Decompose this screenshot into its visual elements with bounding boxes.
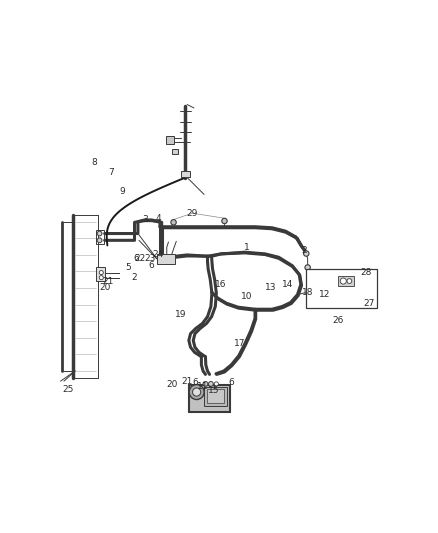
Circle shape bbox=[171, 220, 176, 225]
Text: 3: 3 bbox=[142, 215, 148, 224]
Text: 20: 20 bbox=[166, 380, 177, 389]
Text: 21: 21 bbox=[102, 277, 114, 286]
Text: 20: 20 bbox=[99, 284, 110, 292]
Text: 28: 28 bbox=[360, 268, 372, 277]
Circle shape bbox=[305, 265, 311, 270]
Bar bbox=[166, 136, 173, 143]
Bar bbox=[156, 254, 175, 264]
Text: 5: 5 bbox=[125, 263, 131, 272]
Bar bbox=[189, 385, 230, 411]
Bar bbox=[204, 387, 227, 406]
Circle shape bbox=[99, 271, 103, 274]
Bar bbox=[96, 268, 105, 281]
Text: 4: 4 bbox=[155, 214, 161, 223]
Bar bbox=[338, 276, 354, 286]
Circle shape bbox=[208, 382, 213, 386]
Circle shape bbox=[222, 218, 227, 224]
Text: 1: 1 bbox=[244, 243, 249, 252]
Bar bbox=[96, 230, 104, 244]
Text: 2: 2 bbox=[301, 246, 307, 255]
Circle shape bbox=[214, 382, 219, 386]
Text: 23: 23 bbox=[144, 254, 155, 263]
Circle shape bbox=[97, 238, 102, 243]
Text: 19: 19 bbox=[175, 311, 186, 319]
Bar bbox=[172, 149, 178, 154]
Circle shape bbox=[304, 251, 309, 256]
Text: 8: 8 bbox=[91, 158, 97, 167]
Circle shape bbox=[316, 286, 320, 290]
Bar bbox=[181, 171, 190, 177]
Text: 6: 6 bbox=[228, 378, 234, 387]
Text: 25: 25 bbox=[63, 385, 74, 394]
Text: 6: 6 bbox=[193, 378, 198, 387]
Text: 13: 13 bbox=[265, 284, 276, 292]
Text: 6: 6 bbox=[148, 261, 154, 270]
Text: 2: 2 bbox=[132, 273, 138, 282]
Text: 9: 9 bbox=[120, 187, 126, 196]
Text: 15: 15 bbox=[208, 385, 219, 394]
Text: 16: 16 bbox=[215, 280, 227, 289]
Circle shape bbox=[340, 278, 346, 284]
Circle shape bbox=[203, 382, 208, 386]
Text: 14: 14 bbox=[282, 280, 293, 289]
Text: 29: 29 bbox=[187, 208, 198, 217]
Text: 18: 18 bbox=[302, 288, 314, 297]
Text: 22: 22 bbox=[134, 254, 145, 263]
Circle shape bbox=[189, 385, 204, 400]
Text: 17: 17 bbox=[234, 340, 246, 349]
Bar bbox=[306, 269, 377, 308]
Text: 10: 10 bbox=[241, 292, 252, 301]
Text: 24: 24 bbox=[153, 251, 164, 260]
Circle shape bbox=[311, 290, 315, 294]
Circle shape bbox=[193, 388, 201, 396]
Text: 27: 27 bbox=[363, 298, 374, 308]
Text: 7: 7 bbox=[108, 168, 113, 177]
Text: 11: 11 bbox=[198, 382, 209, 391]
Text: 21: 21 bbox=[181, 377, 193, 386]
Text: 12: 12 bbox=[319, 290, 330, 299]
Text: 6: 6 bbox=[133, 254, 139, 263]
Bar bbox=[207, 389, 224, 403]
Text: 26: 26 bbox=[332, 316, 344, 325]
Circle shape bbox=[99, 276, 103, 280]
Circle shape bbox=[97, 231, 102, 236]
Circle shape bbox=[347, 279, 352, 284]
